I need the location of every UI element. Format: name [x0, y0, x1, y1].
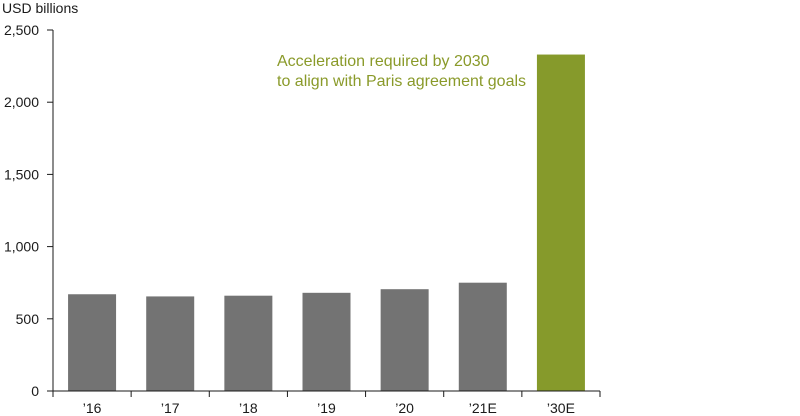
x-tick-label: ’21E	[469, 400, 497, 416]
bar-0	[68, 294, 117, 391]
bar-6	[536, 54, 585, 392]
ticks-group: ’16 ’17 ’18 ’19 ’20 ’21E ’30E 0 500 1,000 1,500 2,0…	[4, 22, 575, 416]
y-axis-label: USD billions	[2, 0, 79, 16]
bar-4	[380, 289, 429, 391]
x-tick-label: ’20	[395, 400, 414, 416]
x-tick-label: ’17	[161, 400, 180, 416]
y-tick-label: 1,000	[4, 239, 39, 255]
y-tick-label: 500	[16, 311, 40, 327]
bar-5	[458, 282, 507, 391]
y-tick-label: 2,000	[4, 94, 39, 110]
y-tick-label: 2,500	[4, 22, 39, 38]
annotation-line-1: Acceleration required by 2030	[277, 53, 490, 70]
x-tick-label: ’30E	[547, 400, 575, 416]
x-tick-label: ’19	[317, 400, 336, 416]
y-tick-label: 1,500	[4, 166, 39, 182]
bar-1	[146, 296, 195, 391]
chart-annotation: Acceleration required by 2030 to align w…	[277, 52, 526, 92]
x-tick-label: ’16	[83, 400, 102, 416]
bar-2	[224, 295, 273, 391]
y-tick-label: 0	[31, 383, 39, 399]
x-tick-label: ’18	[239, 400, 258, 416]
bars-group	[68, 54, 585, 392]
annotation-line-2: to align with Paris agreement goals	[277, 73, 527, 90]
bar-3	[302, 292, 351, 391]
axes-group	[47, 29, 601, 397]
